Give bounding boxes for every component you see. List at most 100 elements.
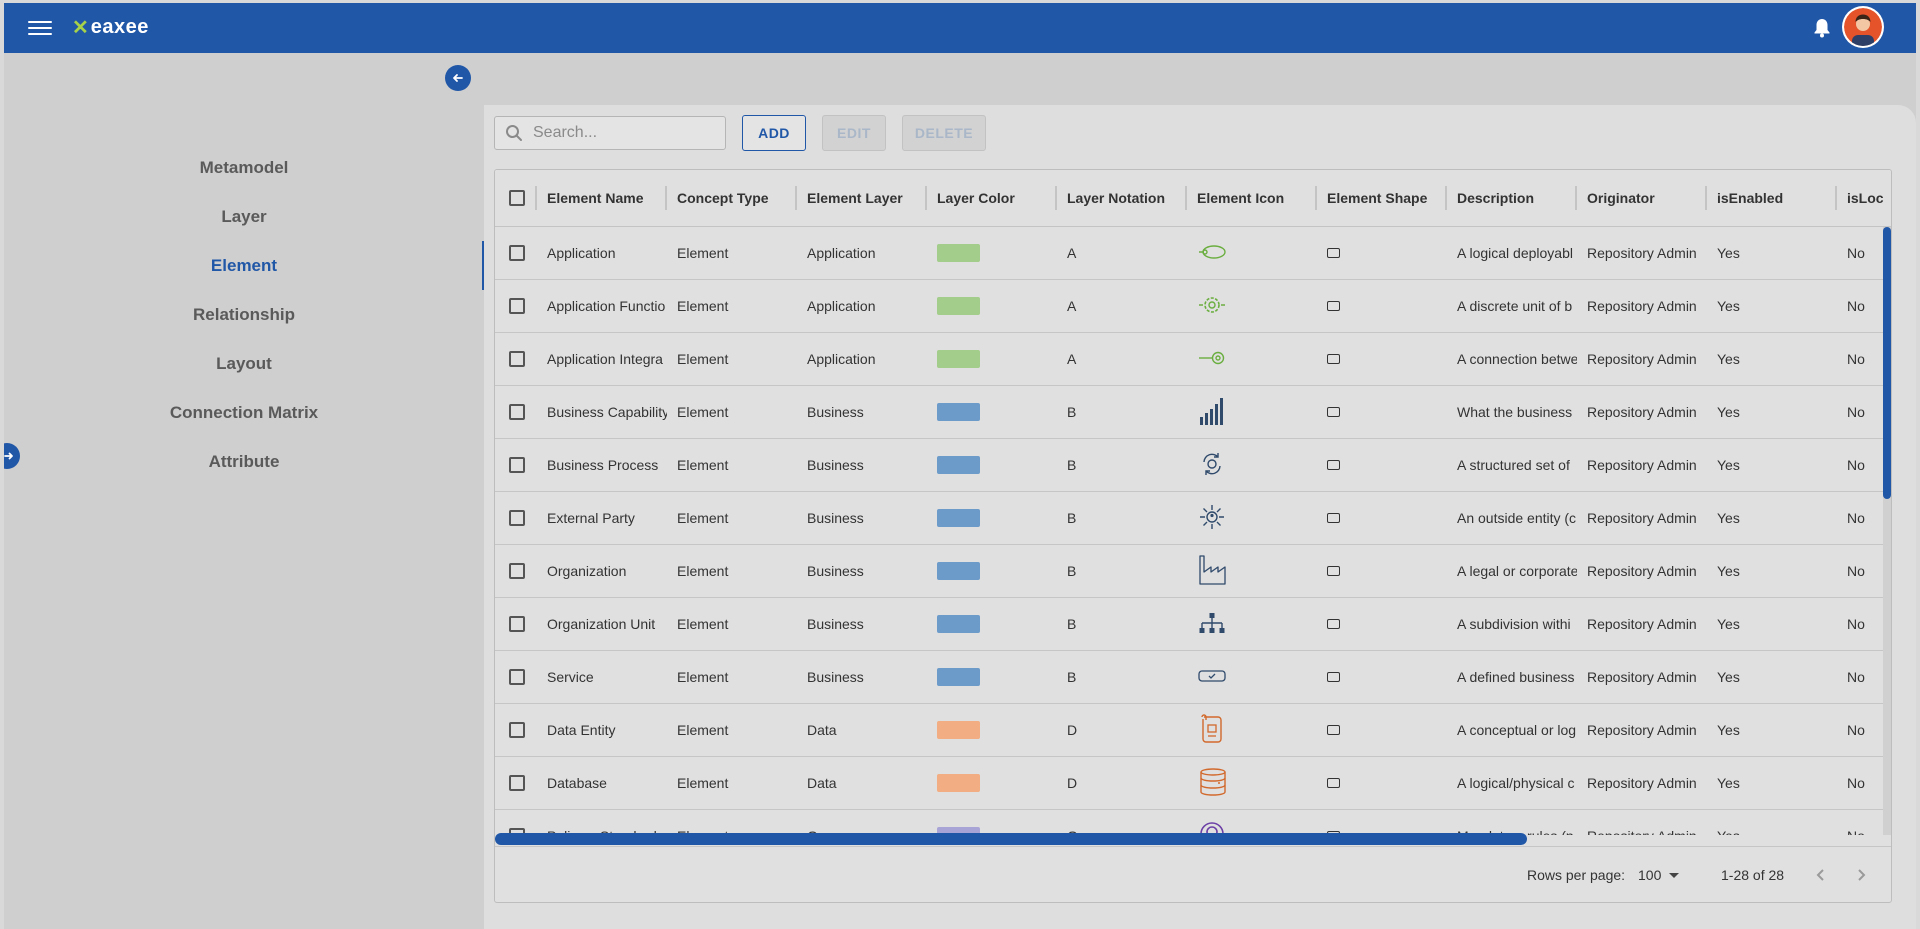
row-checkbox[interactable] [509, 457, 525, 473]
sidebar-item-relationship[interactable]: Relationship [4, 290, 484, 339]
row-checkbox[interactable] [509, 404, 525, 420]
element-layer-cell: Business [807, 510, 864, 526]
column-header[interactable]: Originator [1587, 190, 1655, 206]
column-resize-handle[interactable] [1705, 186, 1707, 210]
row-checkbox-cell [495, 651, 537, 703]
originator-cell: Repository Admin [1587, 457, 1697, 473]
column-resize-handle[interactable] [1445, 186, 1447, 210]
sidebar-item-metamodel[interactable]: Metamodel [4, 143, 484, 192]
row-checkbox[interactable] [509, 245, 525, 261]
row-checkbox[interactable] [509, 351, 525, 367]
column-resize-handle[interactable] [1835, 186, 1837, 210]
sidebar-item-layer[interactable]: Layer [4, 192, 484, 241]
column-header[interactable]: isLoc [1847, 190, 1884, 206]
table-row[interactable]: Application Integra Element Application A A … [495, 333, 1891, 386]
logo[interactable]: ✕ eaxee [72, 15, 149, 40]
layer-color-swatch [937, 403, 980, 421]
column-resize-handle[interactable] [1315, 186, 1317, 210]
notification-bell-icon[interactable] [1812, 17, 1832, 39]
rows-per-page-select[interactable]: 100 [1638, 867, 1680, 883]
column-resize-handle[interactable] [1575, 186, 1577, 210]
rectangle-shape-icon [1327, 354, 1340, 364]
column-resize-handle[interactable] [665, 186, 667, 210]
sidebar-item-label: Connection Matrix [169, 402, 319, 422]
element-shape-cell [1317, 757, 1447, 809]
add-button[interactable]: ADD [742, 115, 806, 151]
originator-cell: Repository Admin [1587, 563, 1697, 579]
is-locked-cell: No [1847, 616, 1865, 632]
table-row[interactable]: Application Element Application A A logical … [495, 227, 1891, 280]
layer-color-swatch [937, 509, 980, 527]
column-resize-handle[interactable] [1055, 186, 1057, 210]
layer-color-cell [927, 704, 1057, 756]
column-resize-handle[interactable] [795, 186, 797, 210]
table-row[interactable]: Policy n StandardElementGovernance G Manda… [495, 810, 1891, 835]
column-resize-handle[interactable] [925, 186, 927, 210]
table-row[interactable]: Business Process Element Business B A struct… [495, 439, 1891, 492]
row-checkbox[interactable] [509, 563, 525, 579]
column-header[interactable]: Element Layer [807, 190, 903, 206]
edit-button[interactable]: EDIT [822, 115, 886, 151]
element-name-cell: External Party [547, 510, 635, 526]
layer-color-cell [927, 492, 1057, 544]
horizontal-scrollbar-thumb[interactable] [495, 833, 1527, 845]
table-row[interactable]: Application Functio Element Application A A … [495, 280, 1891, 333]
row-checkbox[interactable] [509, 669, 525, 685]
column-resize-handle[interactable] [1185, 186, 1187, 210]
row-checkbox[interactable] [509, 828, 525, 835]
column-header[interactable]: Element Icon [1197, 190, 1285, 206]
column-header[interactable]: isEnabled [1717, 190, 1784, 206]
table-row[interactable]: External Party Element Business B An outside… [495, 492, 1891, 545]
sidebar-item-layout[interactable]: Layout [4, 339, 484, 388]
prev-page-button[interactable] [1809, 863, 1833, 887]
table-row[interactable]: Organization Unit Element Business B A subdi… [495, 598, 1891, 651]
table-row[interactable]: Database Element Data D A logical/physical c… [495, 757, 1891, 810]
table-row[interactable]: Business Capability Element Business B What … [495, 386, 1891, 439]
layer-notation-cell: A [1067, 298, 1077, 314]
search-box[interactable] [494, 116, 726, 150]
row-checkbox[interactable] [509, 775, 525, 791]
is-enabled-cell: Yes [1717, 775, 1740, 791]
column-header[interactable]: Element Shape [1327, 190, 1428, 206]
table-row[interactable]: Data Entity Element Data D A conceptual or l… [495, 704, 1891, 757]
expand-panel-button[interactable] [4, 443, 20, 469]
row-checkbox-cell [495, 439, 537, 491]
column-resize-handle[interactable] [535, 186, 537, 210]
collapse-sidebar-button[interactable] [445, 65, 471, 91]
column-header[interactable]: Description [1457, 190, 1535, 206]
table-row[interactable]: Organization Element Business B A legal or c… [495, 545, 1891, 598]
hamburger-menu-icon[interactable] [28, 17, 52, 39]
row-checkbox-cell [495, 704, 537, 756]
user-avatar[interactable] [1844, 8, 1882, 46]
row-checkbox[interactable] [509, 616, 525, 632]
concept-type-cell: Element [677, 245, 729, 261]
sidebar-item-connection-matrix[interactable]: Connection Matrix [4, 388, 484, 437]
select-all-checkbox[interactable] [509, 190, 525, 206]
element-layer-cell: Business [807, 616, 864, 632]
row-checkbox[interactable] [509, 722, 525, 738]
vertical-scrollbar-track[interactable] [1883, 227, 1891, 835]
element-layer-cell: Business [807, 404, 864, 420]
element-shape-cell [1317, 492, 1447, 544]
column-header[interactable]: Layer Color [937, 190, 1015, 206]
sidebar-item-element[interactable]: Element [4, 241, 484, 290]
delete-button[interactable]: DELETE [902, 115, 986, 151]
layer-color-cell [927, 598, 1057, 650]
originator-cell: Repository Admin [1587, 298, 1697, 314]
vertical-scrollbar-thumb[interactable] [1883, 227, 1891, 499]
table-row[interactable]: Service Element Business B A defined busines… [495, 651, 1891, 704]
row-checkbox[interactable] [509, 510, 525, 526]
column-header[interactable]: Layer Notation [1067, 190, 1166, 206]
layer-notation-cell: A [1067, 351, 1077, 367]
search-input[interactable] [531, 123, 715, 143]
process-cycle-icon [1197, 449, 1227, 482]
next-page-button[interactable] [1849, 863, 1873, 887]
column-header[interactable]: Element Name [547, 190, 644, 206]
column-header[interactable]: Concept Type [677, 190, 769, 206]
sidebar-item-attribute[interactable]: Attribute [4, 437, 484, 486]
layer-notation-cell: D [1067, 722, 1078, 738]
is-enabled-cell: Yes [1717, 351, 1740, 367]
row-checkbox[interactable] [509, 298, 525, 314]
layer-color-swatch [937, 721, 980, 739]
is-enabled-cell: Yes [1717, 298, 1740, 314]
